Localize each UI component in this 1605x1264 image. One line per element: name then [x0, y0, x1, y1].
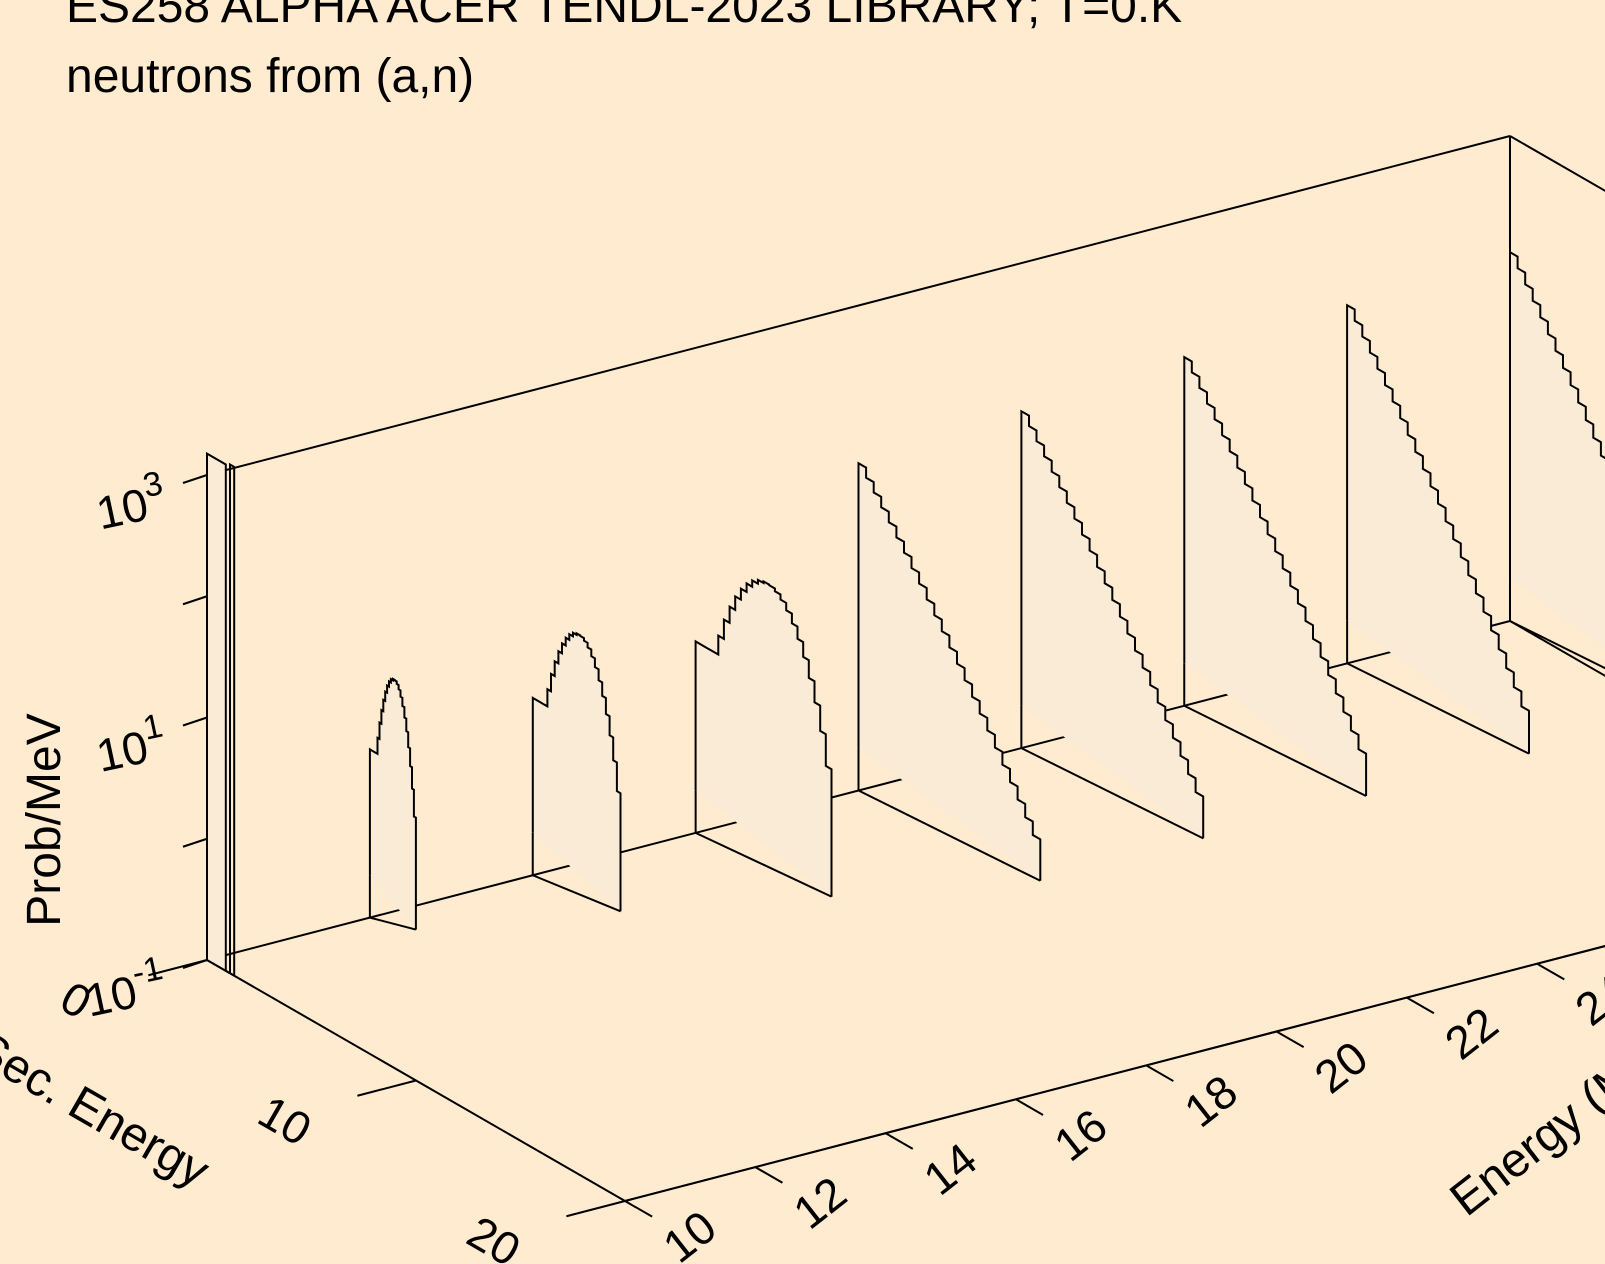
x-tick — [1276, 1030, 1305, 1049]
spectrum-15 — [531, 631, 622, 913]
spectrum-curve — [1346, 303, 1530, 754]
spectrum-curve — [1183, 355, 1368, 796]
x-tick — [754, 1166, 783, 1184]
x-tick-label: 14 — [914, 1132, 986, 1204]
spectrum-curve — [694, 578, 833, 897]
x-tick-label: 18 — [1175, 1065, 1247, 1137]
z-tick-label: 10-1 — [79, 949, 172, 1027]
spectrum-fill — [1021, 411, 1204, 839]
spectrum-20 — [857, 461, 1042, 882]
spectrum-17.5 — [694, 578, 833, 898]
sec-axis-label: Sec. Energy — [0, 1022, 218, 1199]
z-tick — [182, 474, 208, 484]
spectrum-fill — [858, 463, 1041, 881]
x-tick-label: 12 — [784, 1166, 856, 1238]
x-tick-label: 16 — [1044, 1099, 1116, 1171]
spectrum-25 — [1183, 355, 1368, 797]
x-tick-label: 22 — [1435, 997, 1507, 1069]
x-tick-label: 20 — [1305, 1031, 1377, 1103]
z-tick — [182, 837, 208, 848]
sec-tick-label: 10 — [250, 1085, 320, 1156]
spectrum-30 — [1509, 250, 1605, 670]
x-tick — [1536, 962, 1565, 981]
x-tick — [1015, 1098, 1044, 1116]
spectrum-curve — [1020, 409, 1205, 839]
spectrum-curve — [1509, 250, 1605, 579]
z-axis-label: Prob/MeV — [18, 713, 71, 926]
z-tick — [182, 595, 208, 606]
spectrum-fill — [532, 632, 621, 912]
spectrum-27.5 — [1346, 303, 1530, 755]
box-edge — [206, 135, 1511, 476]
spectrum-baseline — [206, 959, 235, 977]
spectrum-baseline — [695, 831, 832, 898]
spectrum-curve — [229, 462, 236, 976]
x-tick — [885, 1132, 914, 1150]
spectrum-fill — [695, 579, 832, 897]
z-tick-label: 101 — [90, 707, 171, 782]
spectrum-fill — [369, 678, 416, 930]
sec-tick-label: 20 — [459, 1206, 529, 1264]
spectrum-22.5 — [1020, 409, 1205, 840]
spectrum-curve — [206, 451, 227, 971]
spectrum-curve — [531, 631, 622, 912]
spectrum-fill — [1510, 252, 1605, 648]
chart-title-line-2: neutrons from (a,n) — [66, 50, 474, 103]
spectra — [206, 250, 1605, 977]
sec-tick — [357, 1079, 417, 1097]
sec-tick — [566, 1200, 626, 1218]
x-tick-label: 24 — [1565, 963, 1605, 1035]
spectrum-curve — [368, 677, 417, 930]
spectrum-baseline — [1509, 620, 1605, 670]
z-tick — [182, 959, 208, 969]
x-tick — [1145, 1064, 1174, 1082]
spectrum-baseline — [858, 789, 1041, 882]
z-tick-label: 103 — [90, 464, 171, 539]
spectrum-baseline — [1020, 747, 1204, 840]
x-tick — [624, 1200, 653, 1218]
box-edge — [1509, 135, 1605, 192]
box-edge — [1509, 620, 1605, 677]
spectrum-baseline — [532, 874, 621, 913]
x-tick — [1406, 996, 1435, 1015]
spectrum-baseline — [369, 916, 417, 931]
spectrum-fill — [1347, 305, 1529, 754]
spectrum-baseline — [1183, 704, 1367, 797]
x-tick-label: 10 — [653, 1200, 725, 1264]
z-tick — [182, 716, 208, 727]
spectrum-curve — [857, 461, 1042, 881]
spectrum-baseline — [1346, 662, 1530, 755]
spectrum-fill — [1184, 357, 1367, 796]
chart-title-line-1: ES258 ALPHA ACER TENDL-2023 LIBRARY; T=0… — [66, 0, 1182, 33]
spectrum-10 — [206, 451, 236, 977]
spectrum-12.5 — [368, 677, 417, 931]
